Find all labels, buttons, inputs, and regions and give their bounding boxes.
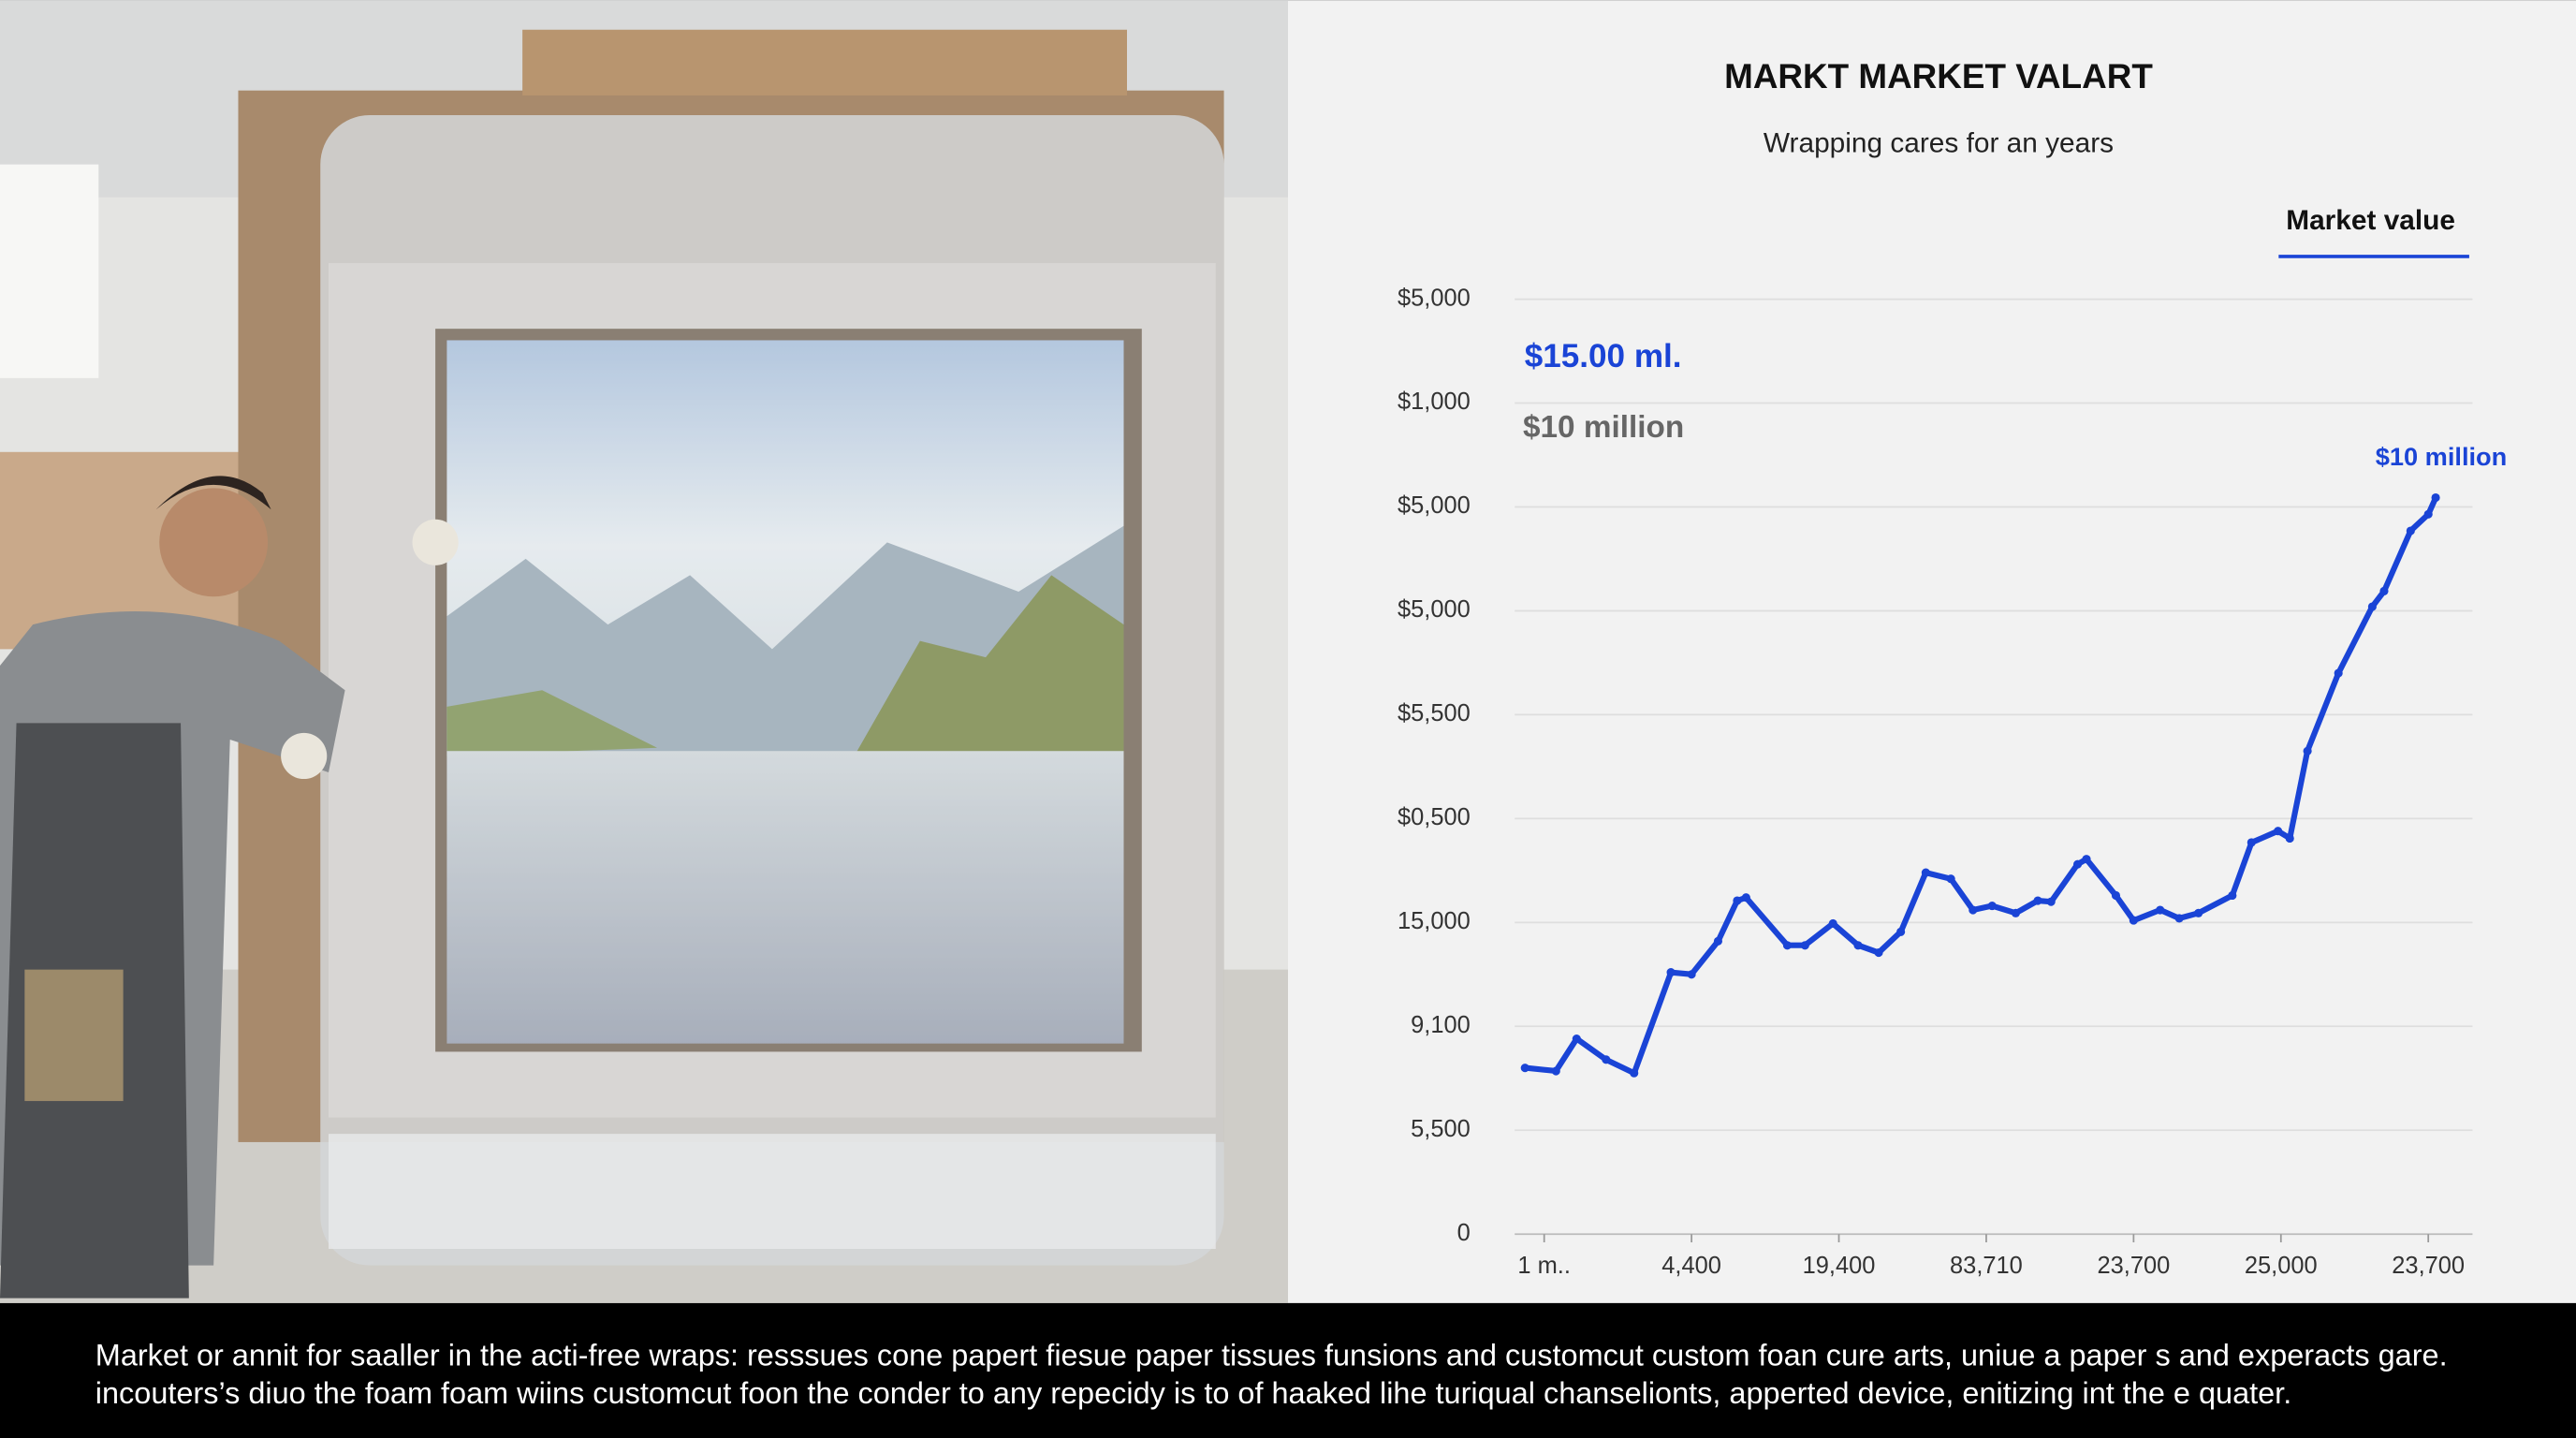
data-point bbox=[2406, 526, 2415, 536]
y-tick-label: 9,100 bbox=[1411, 1012, 1471, 1038]
data-point bbox=[1551, 1066, 1560, 1076]
y-tick-label: $5,000 bbox=[1398, 285, 1471, 311]
plot: 0 5,500 9,100 15,000 $0,500 $5,500 $5,000 $5,00… bbox=[1398, 255, 2508, 1279]
data-point bbox=[2303, 746, 2312, 756]
data-point bbox=[2228, 890, 2237, 901]
data-point bbox=[1969, 905, 1978, 915]
data-point bbox=[2334, 668, 2343, 678]
chart-title: MARKT MARKET VALART bbox=[1724, 57, 2153, 95]
data-point bbox=[1666, 968, 1676, 977]
data-point bbox=[2129, 916, 2138, 925]
data-point bbox=[1946, 874, 1955, 884]
y-tick-label: $5,000 bbox=[1398, 492, 1471, 519]
data-point bbox=[2046, 897, 2056, 906]
y-tick-label: 0 bbox=[1457, 1220, 1471, 1246]
data-point bbox=[2285, 833, 2294, 844]
annotation: $15.00 ml. bbox=[1525, 338, 1682, 374]
data-point bbox=[1782, 941, 1792, 950]
data-point bbox=[1987, 902, 1997, 911]
y-tick-label: $1,000 bbox=[1398, 389, 1471, 415]
data-point bbox=[2033, 896, 2042, 905]
annotation: $10 million bbox=[2376, 442, 2508, 471]
x-tick-label: 23,700 bbox=[2392, 1253, 2465, 1279]
x-tick-label: 23,700 bbox=[2097, 1253, 2170, 1279]
data-point bbox=[1828, 918, 1837, 929]
data-point bbox=[1687, 970, 1696, 979]
annotation: $10 million bbox=[1523, 410, 1684, 445]
data-point bbox=[1896, 927, 1906, 936]
x-tick-label: 19,400 bbox=[1803, 1253, 1876, 1279]
photo bbox=[0, 0, 1288, 1303]
caption-line: Market or annit for saaller in the acti-… bbox=[95, 1338, 2448, 1372]
data-point bbox=[1520, 1064, 1530, 1073]
data-point bbox=[1602, 1055, 1611, 1064]
data-point bbox=[2367, 602, 2377, 611]
data-point bbox=[2072, 859, 2083, 869]
caption-bar bbox=[0, 1302, 2576, 1438]
data-point bbox=[1713, 936, 1723, 946]
data-point bbox=[2247, 838, 2256, 847]
x-tick-label: 1 m.. bbox=[1517, 1253, 1571, 1279]
chart-subtitle: Wrapping cares for an years bbox=[1764, 127, 2114, 158]
data-point bbox=[2111, 890, 2121, 901]
data-point bbox=[1874, 947, 1883, 958]
data-point bbox=[1733, 896, 1742, 905]
y-tick-label: 15,000 bbox=[1398, 908, 1471, 934]
data-point bbox=[2274, 827, 2283, 836]
data-point bbox=[2174, 914, 2184, 923]
data-point bbox=[2431, 492, 2440, 503]
x-tick-label: 25,000 bbox=[2245, 1253, 2318, 1279]
data-point bbox=[2011, 908, 2020, 917]
y-tick-label: 5,500 bbox=[1411, 1116, 1471, 1142]
caption-line: incouters’s diuo the foam foam wiins cus… bbox=[95, 1376, 2291, 1410]
legend-label: Market value bbox=[2286, 205, 2455, 236]
data-point bbox=[1741, 893, 1750, 902]
data-point bbox=[1630, 1068, 1639, 1078]
chart-panel bbox=[1288, 0, 2576, 1303]
data-point bbox=[2423, 509, 2433, 519]
data-point bbox=[1800, 941, 1809, 950]
y-tick-label: $5,000 bbox=[1398, 596, 1471, 623]
x-tick-label: 83,710 bbox=[1950, 1253, 2023, 1279]
data-point bbox=[2082, 855, 2091, 864]
data-point bbox=[1572, 1034, 1581, 1044]
y-tick-label: $5,500 bbox=[1398, 700, 1471, 726]
y-tick-label: $0,500 bbox=[1398, 804, 1471, 830]
data-point bbox=[1853, 941, 1863, 950]
x-tick-label: 4,400 bbox=[1661, 1253, 1721, 1279]
data-point bbox=[2156, 905, 2165, 915]
data-point bbox=[2379, 586, 2389, 595]
data-point bbox=[1921, 868, 1930, 877]
data-point bbox=[2194, 908, 2203, 917]
